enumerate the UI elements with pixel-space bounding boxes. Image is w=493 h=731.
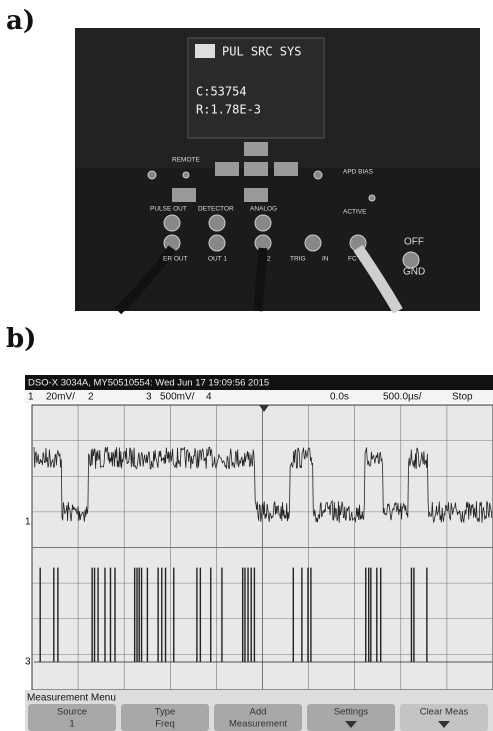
softkey-label: Clear Meas [420,707,469,718]
device-label: FC [348,256,357,263]
device-label: REMOTE [172,157,200,164]
lcd-line: C:53754 [196,85,247,99]
status-item: 500.0µs/ [383,392,422,403]
device-label: PULSE OUT [150,206,187,213]
device-label: APD BIAS [343,169,374,176]
device-label: OUT 1 [208,256,227,263]
status-item: Stop [452,392,473,403]
device-label: ER OUT [163,256,188,263]
status-bar [25,390,493,403]
softkey-label: 1 [69,719,74,730]
device-label: GND [403,267,425,278]
status-item: 3 [146,392,152,403]
softkey-label: Add [250,707,267,718]
device-label: DETECTOR [198,206,234,213]
menu-title: Measurement Menu [27,693,116,704]
softkey-label: Settings [334,707,369,718]
header-text: DSO-X 3034A, MY50510554: Wed Jun 17 19:0… [28,378,269,389]
device-label: TRIG [290,256,306,263]
softkey-label: Type [155,707,176,718]
device-label: IN [322,256,329,263]
lcd-line: PUL SRC SYS [222,45,301,59]
status-item: 0.0s [330,392,349,403]
device-label: ANALOG [250,206,277,213]
softkey-label: Measurement [229,719,287,730]
channel-marker: 1 [25,517,31,528]
status-item: 20mV/ [46,392,75,403]
lcd-line: R:1.78E-3 [196,103,261,117]
status-item: 500mV/ [160,392,195,403]
softkey-label: Freq [155,719,175,730]
panel-label: a) [6,6,35,36]
device-label: 2 [267,256,271,263]
panel-label: b) [6,324,36,354]
device-label: ACTIVE [343,209,367,216]
softkey-label: Source [57,707,87,718]
status-item: 4 [206,392,212,403]
lcd-cursor [195,44,215,58]
figure: a) PUL SRC SYS C:53754 R:1.78E-3 REMOTE A… [0,0,493,731]
channel-marker: 3 [25,657,31,668]
status-item: 1 [28,392,34,403]
device-label: OFF [404,237,424,248]
status-item: 2 [88,392,94,403]
